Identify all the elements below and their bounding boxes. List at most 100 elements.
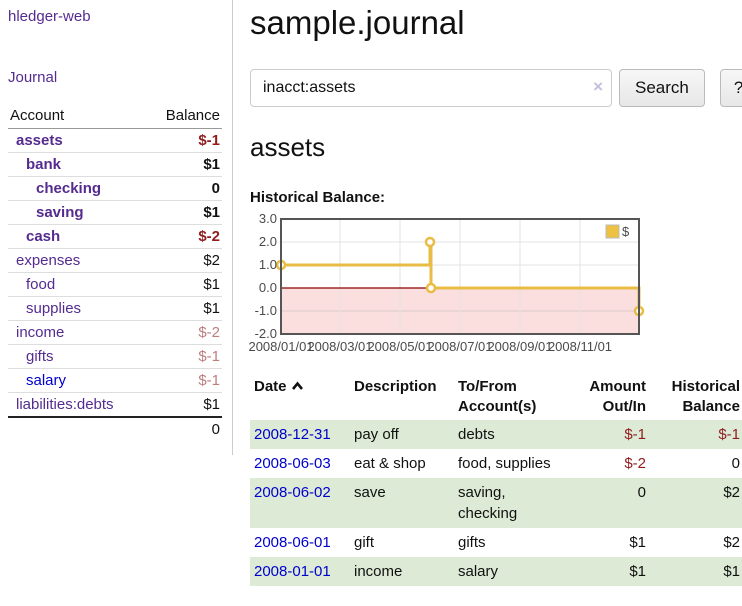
x-tick: 2008/07/01 [427, 339, 492, 354]
app-title-link[interactable]: hledger-web [8, 8, 91, 25]
transaction-amount: 0 [637, 484, 646, 501]
search-input[interactable] [250, 69, 612, 107]
account-link-bank[interactable]: bank [26, 156, 62, 173]
accounts-table: Account Balance assets $-1 bank $1 check… [8, 104, 222, 441]
accounts-total: 0 [146, 416, 222, 441]
transaction-accounts: gifts [458, 534, 486, 551]
account-link-liabilities-debts[interactable]: liabilities:debts [16, 396, 114, 413]
account-link-expenses[interactable]: expenses [16, 252, 81, 269]
transaction-balance: $2 [723, 534, 740, 551]
accounts-total-row: 0 [8, 416, 222, 441]
account-balance: $1 [146, 296, 222, 321]
register-row: 2008-12-31 pay off debts $-1 $-1 [250, 420, 742, 449]
legend-label: $ [622, 224, 630, 239]
account-link-food[interactable]: food [26, 276, 56, 293]
account-balance: 0 [146, 176, 222, 201]
y-tick: 0.0 [259, 280, 277, 295]
journal-link[interactable]: Journal [8, 69, 58, 86]
legend-swatch [605, 224, 620, 239]
account-title: assets [250, 132, 326, 162]
transaction-balance: $1 [723, 563, 740, 580]
account-balance: $-2 [146, 320, 222, 345]
account-row: assets $-1 [8, 128, 222, 153]
x-tick: 2008/09/01 [487, 339, 552, 354]
transaction-amount: $1 [629, 563, 646, 580]
transaction-date-link[interactable]: 2008-12-31 [254, 426, 331, 443]
account-row: gifts $-1 [8, 344, 222, 369]
account-balance: $-1 [146, 128, 222, 153]
transaction-date-link[interactable]: 2008-06-02 [254, 484, 331, 501]
account-row: salary $-1 [8, 368, 222, 393]
search-button[interactable]: Search [619, 69, 705, 107]
accounts-header-account: Account [8, 104, 147, 129]
plot-border [280, 218, 640, 335]
account-row: saving $1 [8, 200, 222, 225]
sort-ascending-icon [291, 377, 304, 397]
transaction-accounts: saving, checking [458, 484, 518, 522]
account-balance: $1 [146, 152, 222, 177]
transaction-description: eat & shop [354, 455, 426, 472]
y-tick: -1.0 [255, 303, 277, 318]
y-tick: 3.0 [259, 211, 277, 226]
chart-label: Historical Balance: [250, 189, 386, 206]
register-table: Date Description To/From Account(s) Amou… [250, 375, 742, 586]
account-row: income $-2 [8, 320, 222, 345]
register-header-amount: Amount Out/In [589, 378, 646, 415]
main-content: sample.journal × Search ? assets Histori… [233, 0, 742, 606]
account-link-saving[interactable]: saving [36, 204, 84, 221]
transaction-accounts: salary [458, 563, 499, 580]
transaction-amount: $-2 [624, 455, 646, 472]
account-balance: $-1 [146, 344, 222, 369]
account-link-assets[interactable]: assets [16, 132, 63, 149]
account-link-cash[interactable]: cash [26, 228, 61, 245]
transaction-balance: $2 [723, 484, 740, 501]
account-balance: $2 [146, 248, 222, 273]
x-tick: 2008/01/01 [248, 339, 313, 354]
account-row: checking 0 [8, 176, 222, 201]
accounts-header-balance: Balance [146, 104, 222, 129]
account-balance: $-2 [146, 224, 222, 249]
account-link-salary[interactable]: salary [26, 372, 67, 389]
account-balance: $1 [146, 392, 222, 418]
account-row: cash $-2 [8, 224, 222, 249]
page-title: sample.journal [250, 4, 465, 41]
transaction-date-link[interactable]: 2008-06-03 [254, 455, 331, 472]
account-link-gifts[interactable]: gifts [26, 348, 54, 365]
account-link-checking[interactable]: checking [36, 180, 102, 197]
data-point-marker [424, 236, 436, 248]
transaction-amount: $1 [629, 534, 646, 551]
sidebar: hledger-web Journal Account Balance asse… [0, 0, 233, 455]
data-point-marker [425, 282, 437, 294]
account-row: liabilities:debts $1 [8, 392, 222, 418]
x-tick: 2008/11/01 [548, 339, 612, 354]
transaction-date-link[interactable]: 2008-06-01 [254, 534, 331, 551]
account-link-income[interactable]: income [16, 324, 65, 341]
historical-balance-chart[interactable]: $ 3.0 2.0 1.0 0.0 -1.0 -2.0 2008/01/01 2… [248, 211, 742, 362]
transaction-description: gift [354, 534, 375, 551]
register-row: 2008-01-01 income salary $1 $1 [250, 557, 742, 586]
register-row: 2008-06-01 gift gifts $1 $2 [250, 528, 742, 557]
x-tick: 2008/03/01 [307, 339, 372, 354]
register-row: 2008-06-03 eat & shop food, supplies $-2… [250, 449, 742, 478]
transaction-date-link[interactable]: 2008-01-01 [254, 563, 331, 580]
transaction-amount: $-1 [624, 426, 646, 443]
transaction-accounts: debts [458, 426, 495, 443]
app-title: hledger-web [8, 8, 222, 26]
transaction-description: save [354, 484, 386, 501]
transaction-balance: 0 [731, 455, 740, 472]
account-balance: $1 [146, 272, 222, 297]
register-header-date[interactable]: Date [250, 375, 350, 420]
account-link-supplies[interactable]: supplies [26, 300, 82, 317]
account-row: supplies $1 [8, 296, 222, 321]
y-tick: -2.0 [255, 326, 277, 341]
account-balance: $-1 [146, 368, 222, 393]
journal-nav: Journal [8, 69, 222, 87]
account-row: food $1 [8, 272, 222, 297]
clear-search-icon[interactable]: × [593, 77, 603, 96]
x-tick: 2008/05/01 [367, 339, 432, 354]
help-button[interactable]: ? [719, 69, 742, 107]
transaction-balance: $-1 [718, 426, 740, 443]
account-row: expenses $2 [8, 248, 222, 273]
transaction-accounts: food, supplies [458, 455, 551, 472]
search-bar: × Search ? [250, 69, 742, 107]
